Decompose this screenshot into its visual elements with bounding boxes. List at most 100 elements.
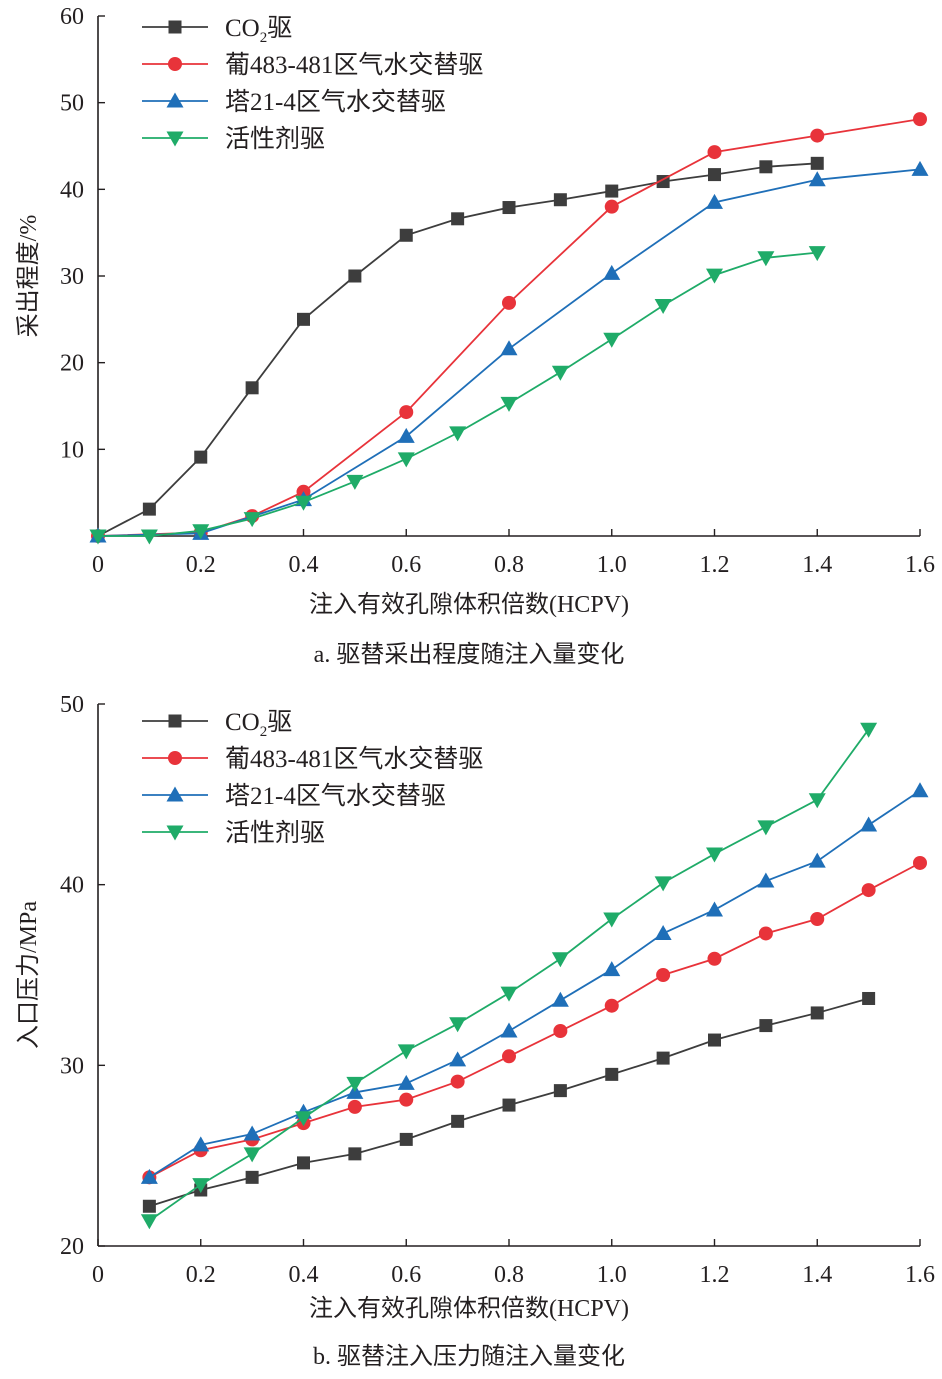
data-point — [757, 872, 775, 888]
data-point — [604, 998, 619, 1013]
data-point — [451, 212, 465, 226]
x-tick-label: 0.6 — [391, 552, 421, 578]
data-point — [654, 876, 672, 892]
data-point — [551, 365, 569, 381]
data-point — [502, 295, 516, 310]
x-tick-label: 0 — [92, 1262, 104, 1288]
x-tick-label: 1.0 — [597, 552, 627, 578]
data-point — [450, 1074, 465, 1089]
x-tick-label: 1.2 — [700, 1262, 730, 1288]
data-point — [861, 883, 876, 898]
data-point — [346, 474, 364, 490]
data-point — [605, 184, 619, 198]
x-tick-label: 0.8 — [494, 1262, 524, 1288]
data-point — [808, 852, 826, 868]
x-axis-label: 注入有效孔隙体积倍数(HCPV) — [309, 1295, 629, 1322]
data-point — [346, 1076, 364, 1092]
data-point — [295, 1111, 312, 1127]
legend-label: CO2驱 — [225, 709, 292, 740]
data-point — [297, 1156, 310, 1170]
data-point — [605, 1067, 619, 1081]
data-point — [243, 512, 261, 528]
data-point — [399, 228, 413, 242]
x-tick-label: 0.4 — [289, 1262, 319, 1288]
chart-panel-a: 0 0.2 0.4 0.6 0.8 1.0 1.2 1.4 1.6 10 20 30 40 50 60 注入有… — [15, 4, 935, 668]
data-point — [399, 1092, 414, 1107]
data-point — [397, 1044, 415, 1060]
legend-item: 葡483-481区气水交替驱 — [142, 51, 483, 79]
data-point — [500, 396, 518, 412]
x-tick-label: 0 — [92, 552, 104, 578]
legend-marker — [166, 786, 184, 802]
x-tick-label: 1.4 — [802, 1262, 832, 1288]
series-4 — [89, 246, 826, 545]
legend-marker — [166, 92, 184, 108]
figure-caption: b. 驱替注入压力随注入量变化 — [313, 1343, 625, 1370]
data-point — [348, 269, 362, 283]
data-point — [707, 951, 722, 966]
data-point — [603, 264, 621, 280]
data-point — [347, 1099, 362, 1114]
legend-label: 活性剂驱 — [225, 819, 325, 847]
data-point — [551, 991, 569, 1007]
data-point — [808, 246, 826, 262]
x-tick-label: 0.8 — [494, 552, 524, 578]
data-point — [757, 251, 775, 267]
legend-label: 塔21-4区气水交替驱 — [225, 782, 446, 810]
data-point — [911, 160, 929, 176]
data-point — [706, 901, 723, 917]
legend-item: CO2驱 — [142, 709, 292, 740]
data-point — [656, 968, 671, 982]
legend-marker — [168, 751, 182, 765]
y-axis-label: 入口压力/MPa — [15, 901, 42, 1049]
data-point — [656, 1051, 670, 1065]
x-tick-label: 1.0 — [597, 1262, 627, 1288]
data-point — [502, 1049, 516, 1064]
data-point — [243, 1147, 261, 1163]
legend-item: CO2驱 — [142, 15, 292, 46]
data-point — [706, 268, 723, 284]
data-point — [604, 199, 619, 214]
y-tick-label: 30 — [60, 264, 84, 290]
figure-caption: a. 驱替采出程度随注入量变化 — [314, 641, 625, 668]
x-tick-label: 1.4 — [802, 552, 832, 578]
data-point — [140, 1214, 158, 1230]
data-point — [397, 427, 415, 443]
data-point — [399, 405, 414, 420]
y-tick-label: 50 — [60, 91, 84, 117]
data-point — [397, 1074, 415, 1090]
legend-marker — [168, 20, 182, 34]
data-point — [551, 952, 569, 968]
series-line — [98, 251, 818, 537]
x-tick-label: 0.2 — [186, 1262, 216, 1288]
data-point — [553, 193, 567, 207]
data-point — [502, 1098, 516, 1112]
legend-item: 葡483-481区气水交替驱 — [142, 745, 483, 773]
series-1 — [91, 156, 824, 543]
data-point — [707, 145, 722, 160]
y-tick-label: 40 — [60, 873, 84, 899]
data-point — [860, 722, 878, 738]
data-point — [397, 452, 415, 468]
data-point — [295, 495, 312, 511]
data-point — [810, 911, 825, 926]
data-point — [89, 529, 107, 545]
series-line — [148, 789, 921, 1179]
data-point — [245, 381, 259, 395]
data-point — [245, 1170, 259, 1184]
series-3 — [89, 160, 929, 543]
data-point — [243, 1125, 261, 1141]
data-point — [913, 855, 927, 870]
data-point — [500, 986, 518, 1002]
legend-item: 塔21-4区气水交替驱 — [142, 88, 446, 116]
legend-marker — [166, 131, 184, 147]
data-point — [911, 782, 929, 798]
series-4 — [140, 722, 878, 1230]
data-point — [708, 168, 721, 182]
y-tick-label: 60 — [60, 4, 84, 30]
x-tick-label: 0.6 — [391, 1262, 421, 1288]
data-point — [192, 1136, 210, 1152]
data-point — [142, 1199, 156, 1213]
